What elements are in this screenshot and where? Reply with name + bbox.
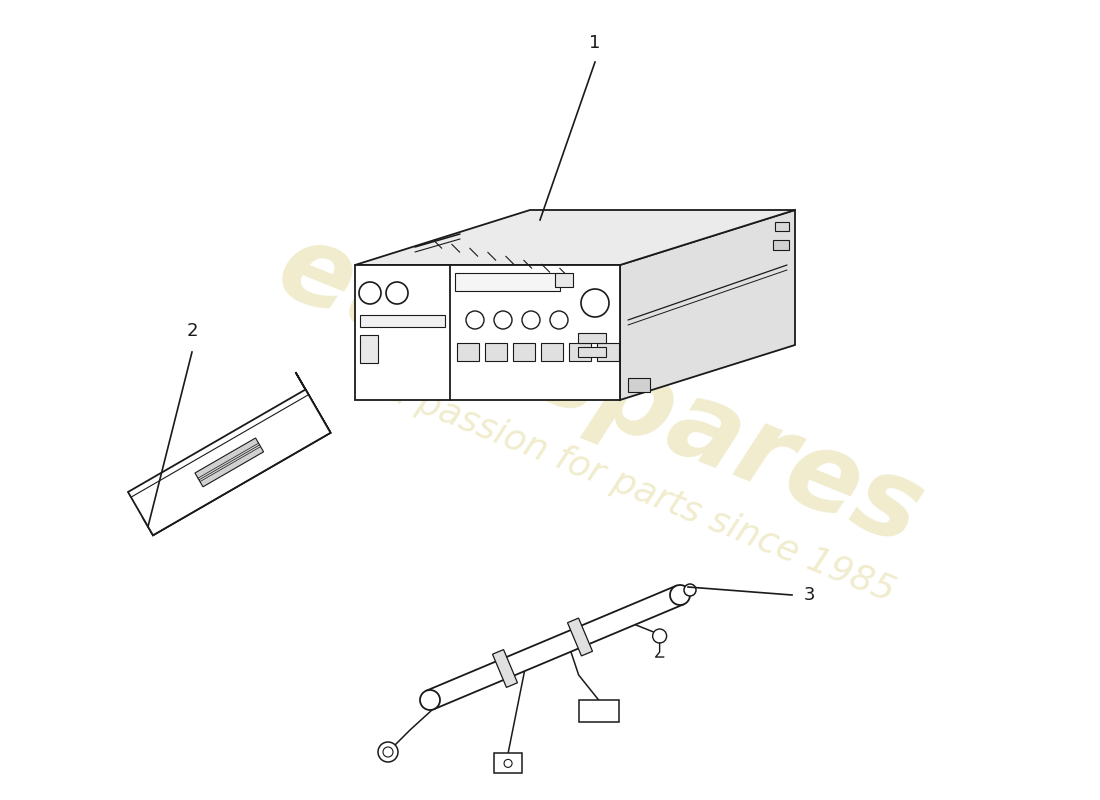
Polygon shape: [493, 650, 517, 687]
Bar: [773, 240, 789, 250]
Bar: [485, 343, 507, 361]
Bar: [541, 343, 563, 361]
Circle shape: [652, 629, 667, 643]
Bar: [513, 343, 535, 361]
Polygon shape: [426, 586, 684, 710]
Text: 1: 1: [590, 34, 601, 52]
Circle shape: [684, 584, 696, 596]
Text: 3: 3: [804, 586, 815, 604]
Bar: [597, 343, 619, 361]
Bar: [494, 754, 522, 774]
Bar: [628, 378, 650, 392]
Text: eurospares: eurospares: [263, 213, 937, 567]
Polygon shape: [143, 415, 330, 535]
Circle shape: [378, 742, 398, 762]
Text: a passion for parts since 1985: a passion for parts since 1985: [381, 372, 900, 608]
Bar: [455, 273, 560, 291]
Polygon shape: [620, 210, 795, 400]
Polygon shape: [296, 372, 330, 433]
Bar: [556, 273, 573, 287]
Bar: [578, 347, 606, 357]
Circle shape: [420, 690, 440, 710]
Bar: [579, 700, 618, 722]
Polygon shape: [195, 438, 264, 487]
Text: 2: 2: [186, 322, 198, 340]
Bar: [360, 335, 378, 363]
Polygon shape: [568, 618, 593, 656]
Bar: [456, 343, 478, 361]
Polygon shape: [355, 265, 620, 400]
Bar: [569, 343, 591, 361]
Polygon shape: [355, 210, 795, 265]
Bar: [776, 222, 789, 231]
Bar: [360, 315, 446, 327]
Bar: [578, 333, 606, 343]
Polygon shape: [128, 390, 330, 535]
Circle shape: [383, 747, 393, 757]
Circle shape: [670, 585, 690, 605]
